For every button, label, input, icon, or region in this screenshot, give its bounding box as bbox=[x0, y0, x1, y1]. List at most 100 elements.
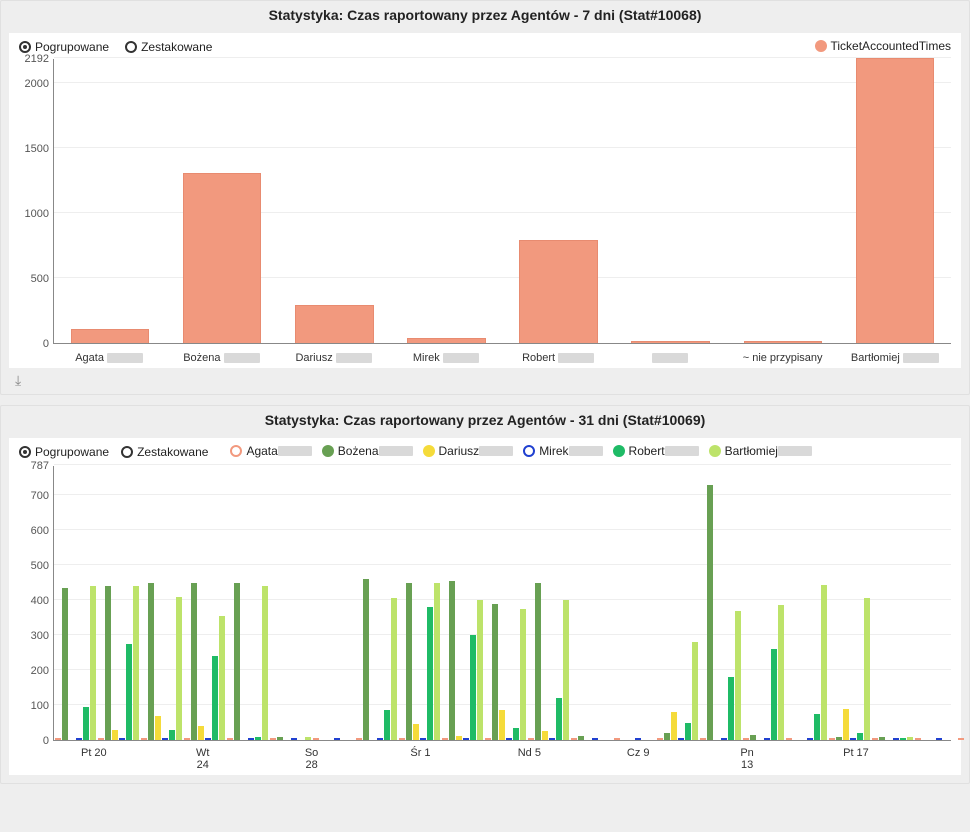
chart2-bar[interactable] bbox=[728, 677, 734, 740]
chart2-bar[interactable] bbox=[872, 738, 878, 740]
chart2-bar[interactable] bbox=[893, 738, 899, 740]
chart2-bar[interactable] bbox=[735, 611, 741, 740]
chart2-bar[interactable] bbox=[836, 737, 842, 740]
chart2-bar[interactable] bbox=[907, 737, 913, 740]
chart2-bar[interactable] bbox=[864, 598, 870, 740]
legend-item[interactable]: Bożena bbox=[322, 444, 413, 458]
chart2-bar[interactable] bbox=[657, 738, 663, 740]
legend-item[interactable]: TicketAccountedTimes bbox=[815, 39, 952, 53]
chart2-bar[interactable] bbox=[98, 738, 104, 740]
chart2-bar[interactable] bbox=[105, 586, 111, 740]
chart2-bar[interactable] bbox=[391, 598, 397, 740]
chart1-bar[interactable] bbox=[519, 240, 597, 343]
chart2-bar[interactable] bbox=[700, 738, 706, 740]
chart2-bar[interactable] bbox=[291, 738, 297, 740]
chart2-bar[interactable] bbox=[764, 738, 770, 740]
chart2-bar[interactable] bbox=[721, 738, 727, 740]
chart2-bar[interactable] bbox=[334, 738, 340, 740]
chart2-radio-grouped[interactable]: Pogrupowane bbox=[19, 445, 109, 459]
chart2-bar[interactable] bbox=[112, 730, 118, 740]
download-icon[interactable]: ⤓ bbox=[15, 372, 21, 388]
chart2-bar[interactable] bbox=[363, 579, 369, 740]
chart2-bar[interactable] bbox=[528, 738, 534, 740]
chart2-bar[interactable] bbox=[821, 585, 827, 740]
legend-item[interactable]: Dariusz bbox=[423, 444, 514, 458]
chart2-bar[interactable] bbox=[592, 738, 598, 740]
chart2-bar[interactable] bbox=[227, 738, 233, 740]
chart2-bar[interactable] bbox=[936, 738, 942, 740]
legend-item[interactable]: Agata bbox=[230, 444, 311, 458]
chart2-bar[interactable] bbox=[477, 600, 483, 740]
chart2-bar[interactable] bbox=[556, 698, 562, 740]
chart2-bar[interactable] bbox=[133, 586, 139, 740]
chart2-bar[interactable] bbox=[520, 609, 526, 740]
chart2-bar[interactable] bbox=[771, 649, 777, 740]
chart2-bar[interactable] bbox=[571, 738, 577, 740]
chart2-bar[interactable] bbox=[578, 736, 584, 740]
chart1-bar[interactable] bbox=[183, 173, 261, 343]
chart2-bar[interactable] bbox=[707, 485, 713, 740]
chart1-bar[interactable] bbox=[856, 58, 934, 343]
chart2-bar[interactable] bbox=[743, 738, 749, 740]
chart2-bar[interactable] bbox=[126, 644, 132, 740]
chart2-bar[interactable] bbox=[786, 738, 792, 740]
legend-item[interactable]: Robert bbox=[613, 444, 699, 458]
chart2-bar[interactable] bbox=[442, 738, 448, 740]
chart1-bar[interactable] bbox=[631, 341, 709, 343]
chart2-bar[interactable] bbox=[277, 737, 283, 740]
chart2-bar[interactable] bbox=[176, 597, 182, 740]
chart2-bar[interactable] bbox=[463, 738, 469, 740]
chart2-bar[interactable] bbox=[55, 738, 61, 740]
chart2-bar[interactable] bbox=[219, 616, 225, 740]
chart2-bar[interactable] bbox=[857, 733, 863, 740]
chart2-radio-stacked[interactable]: Zestakowane bbox=[121, 445, 208, 459]
legend-item[interactable]: Bartłomiej bbox=[709, 444, 812, 458]
chart2-bar[interactable] bbox=[692, 642, 698, 740]
chart2-bar[interactable] bbox=[406, 583, 412, 740]
chart2-bar[interactable] bbox=[90, 586, 96, 740]
chart2-bar[interactable] bbox=[420, 738, 426, 740]
chart1-bar[interactable] bbox=[744, 341, 822, 343]
chart2-bar[interactable] bbox=[829, 738, 835, 740]
chart2-bar[interactable] bbox=[248, 738, 254, 740]
chart2-bar[interactable] bbox=[356, 738, 362, 740]
chart1-radio-grouped[interactable]: Pogrupowane bbox=[19, 40, 109, 54]
chart2-bar[interactable] bbox=[807, 738, 813, 740]
legend-item[interactable]: Mirek bbox=[523, 444, 602, 458]
chart2-bar[interactable] bbox=[664, 733, 670, 740]
chart2-bar[interactable] bbox=[449, 581, 455, 740]
chart2-bar[interactable] bbox=[162, 738, 168, 740]
chart2-bar[interactable] bbox=[434, 583, 440, 740]
chart1-bar[interactable] bbox=[71, 329, 149, 343]
chart2-bar[interactable] bbox=[83, 707, 89, 740]
chart2-bar[interactable] bbox=[535, 583, 541, 740]
chart2-bar[interactable] bbox=[119, 738, 125, 740]
chart2-bar[interactable] bbox=[685, 723, 691, 740]
chart2-bar[interactable] bbox=[470, 635, 476, 740]
chart2-bar[interactable] bbox=[850, 738, 856, 740]
chart2-bar[interactable] bbox=[678, 738, 684, 740]
chart2-bar[interactable] bbox=[270, 738, 276, 740]
chart2-bar[interactable] bbox=[234, 583, 240, 740]
chart2-bar[interactable] bbox=[843, 709, 849, 740]
chart2-bar[interactable] bbox=[485, 738, 491, 740]
chart2-bar[interactable] bbox=[879, 737, 885, 740]
chart2-bar[interactable] bbox=[141, 738, 147, 740]
chart2-bar[interactable] bbox=[305, 737, 311, 740]
chart2-bar[interactable] bbox=[915, 738, 921, 740]
chart2-bar[interactable] bbox=[62, 588, 68, 740]
chart2-bar[interactable] bbox=[900, 738, 906, 740]
chart2-bar[interactable] bbox=[499, 710, 505, 740]
chart2-bar[interactable] bbox=[778, 605, 784, 740]
chart2-bar[interactable] bbox=[814, 714, 820, 740]
chart2-bar[interactable] bbox=[671, 712, 677, 740]
chart2-bar[interactable] bbox=[148, 583, 154, 740]
chart2-bar[interactable] bbox=[399, 738, 405, 740]
chart2-bar[interactable] bbox=[212, 656, 218, 740]
chart2-bar[interactable] bbox=[513, 728, 519, 740]
chart2-bar[interactable] bbox=[542, 731, 548, 740]
chart2-bar[interactable] bbox=[198, 726, 204, 740]
chart2-bar[interactable] bbox=[635, 738, 641, 740]
chart2-bar[interactable] bbox=[255, 737, 261, 740]
chart2-bar[interactable] bbox=[205, 738, 211, 740]
